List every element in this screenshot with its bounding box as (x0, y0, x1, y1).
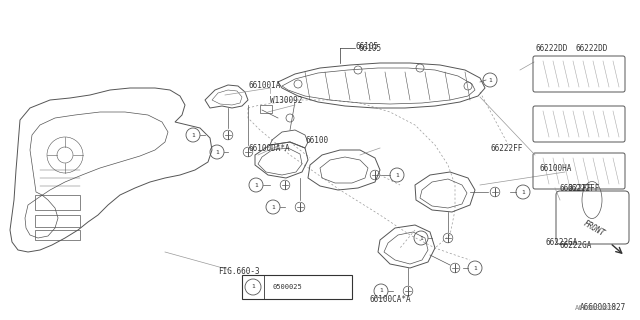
Text: 66222FF: 66222FF (568, 183, 600, 193)
Text: 66100: 66100 (305, 135, 328, 145)
Text: 1: 1 (191, 132, 195, 138)
Text: 66105: 66105 (358, 44, 381, 52)
Bar (35, 195, 80, 210)
Text: 66222DD: 66222DD (575, 44, 607, 52)
Text: 1: 1 (488, 77, 492, 83)
Bar (35, 215, 80, 227)
Text: 1: 1 (251, 284, 255, 290)
Text: A660001827: A660001827 (575, 305, 618, 311)
Text: 66222GA: 66222GA (560, 241, 593, 250)
Bar (35, 230, 80, 240)
Text: 66222FF: 66222FF (490, 143, 522, 153)
Text: A660001827: A660001827 (580, 303, 627, 313)
Text: 1: 1 (521, 189, 525, 195)
Text: 0500025: 0500025 (272, 284, 301, 290)
Text: 1: 1 (419, 236, 423, 241)
Bar (260, 105, 272, 113)
Text: 66100DA*A: 66100DA*A (248, 143, 290, 153)
Text: 1: 1 (215, 149, 219, 155)
Text: W130092: W130092 (270, 95, 302, 105)
Text: 66222FF: 66222FF (560, 183, 593, 193)
Text: FIG.660-3: FIG.660-3 (218, 268, 260, 276)
Text: FRONT: FRONT (582, 219, 607, 238)
Text: 66222DD: 66222DD (535, 44, 568, 52)
Text: 1: 1 (473, 266, 477, 270)
Text: 1: 1 (379, 289, 383, 293)
Text: 1: 1 (395, 172, 399, 178)
Text: 66222GA: 66222GA (545, 237, 577, 246)
Text: 1: 1 (271, 204, 275, 210)
Text: 66100CA*A: 66100CA*A (369, 295, 411, 305)
Text: 66100HA: 66100HA (540, 164, 572, 172)
Bar (242, 275, 352, 299)
Text: 66105: 66105 (355, 42, 378, 51)
Text: 66100IA: 66100IA (248, 81, 280, 90)
Text: 1: 1 (254, 182, 258, 188)
